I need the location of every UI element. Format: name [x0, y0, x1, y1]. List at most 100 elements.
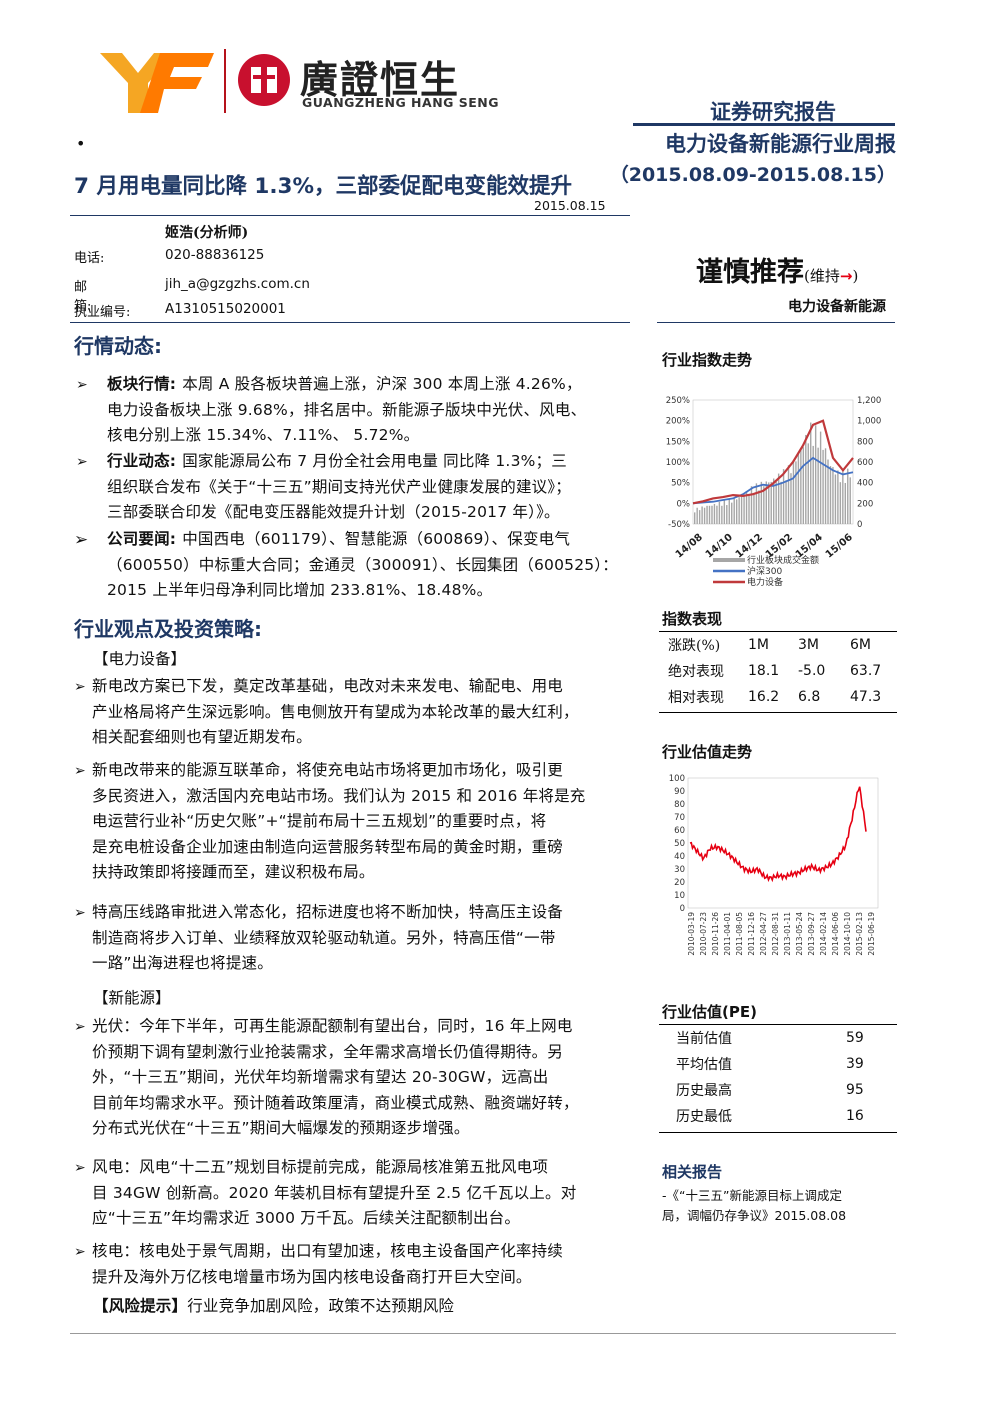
x-axis-tick-label: 2012-04-27: [759, 912, 768, 956]
turnover-bar: [753, 493, 755, 524]
analyst-rule: [70, 322, 630, 323]
turnover-bar: [829, 466, 832, 524]
x-axis-tick-label: 15/06: [824, 532, 855, 561]
table-row: 历史最低 16: [676, 1103, 896, 1129]
analyst-name: 姬浩(分析师): [165, 225, 249, 241]
power-line: 特高压线路审批进入常态化，招标进度也将不断加快，特高压主设备: [92, 903, 564, 921]
market-line: 三部委联合印发《配电变压器能效提升计划（2015-2017 年）》。: [107, 503, 560, 521]
power-line: 多民资进入，激活国内充电站市场。我们认为 2015 和 2016 年将是充: [92, 786, 586, 805]
turnover-bar: [713, 503, 716, 524]
footer-rule: [70, 1333, 896, 1334]
y-axis-tick-label: 80: [674, 800, 685, 810]
turnover-bar: [750, 486, 753, 524]
legend-label: 行业板块成交金额: [747, 554, 819, 566]
turnover-bar: [847, 468, 849, 524]
related-line: -《“十三五”新能源目标上调成定: [662, 1188, 842, 1203]
related-line: 局，调幅仍存争议》2015.08.08: [662, 1208, 847, 1223]
turnover-bar: [842, 471, 844, 524]
phone-label: 电话:: [74, 251, 105, 266]
turnover-bar: [817, 447, 819, 524]
risk-note: 【风险提示】行业竞争加剧风险，政策不达预期风险: [93, 1294, 454, 1320]
company-logo: 廣證恒生 GUANGZHENG HANG SENG: [98, 45, 518, 117]
market-item-text: 板块行情: 本周 A 股各板块普遍上涨，沪深 300 本周上涨 4.26%， 电力…: [107, 372, 586, 449]
report-title: 7 月用电量同比降 1.3%，三部委促配电变能效提升: [74, 174, 573, 199]
turnover-bar: [773, 478, 775, 524]
turnover-bar: [834, 474, 837, 524]
new-energy-line: 外，“十三五”期间，光伏年均新增需求有望达 20-30GW，远高出: [92, 1068, 549, 1086]
risk-text: 行业竞争加剧风险，政策不达预期风险: [187, 1297, 455, 1315]
turnover-bar: [733, 498, 735, 524]
table-cell: 18.1: [748, 663, 780, 679]
table-header-cell: 3M: [798, 637, 819, 653]
turnover-bar: [822, 449, 824, 524]
power-item-text: 新电改带来的能源互联革命，将使充电站市场将更加市场化，吸引更 多民资进入，激活国…: [92, 758, 586, 886]
table-cell: 当前估值: [676, 1031, 732, 1047]
phone-value: 020-88836125: [165, 247, 265, 263]
turnover-bar: [760, 481, 763, 524]
pe-title: 行业估值(PE): [662, 1003, 757, 1021]
right-axis-tick-label: 600: [857, 458, 873, 468]
x-axis-tick-label: 2010-07-23: [699, 912, 708, 956]
turnover-bar: [765, 481, 767, 524]
index-trend-title: 行业指数走势: [662, 351, 753, 369]
bullet-arrow-icon: ➢: [74, 905, 86, 921]
index-trend-chart: 250% 200% 150% 100% 50% 0% -50% 1,200 1,000 800 6…: [666, 396, 882, 588]
rating-sub-close: ): [852, 267, 859, 285]
left-axis-tick-label: 150%: [666, 437, 690, 447]
legend-label: 沪深300: [747, 565, 782, 577]
new-energy-line: 提升及海外万亿核电增量市场为国内核电设备商打开巨大空间。: [92, 1267, 532, 1286]
right-axis-tick-label: 400: [857, 479, 873, 489]
table-cell: 16.2: [748, 689, 780, 705]
market-line: 核电分别上涨 15.34%、7.11%、 5.72%。: [107, 426, 420, 444]
power-line: 电运营行业补“历史欠账”+“提前布局十三五规划”的重要时点，将: [92, 812, 547, 830]
new-energy-item-text: 光伏：今年下半年，可再生能源配额制有望出台，同时，16 年上网电 价预期下调有望…: [92, 1014, 579, 1142]
market-line: 中国西电（601179）、智慧能源（600869）、保变电气: [182, 530, 571, 548]
market-heading: 行情动态:: [74, 334, 162, 358]
turnover-bar: [738, 497, 740, 524]
table-row: 平均估值 39: [676, 1051, 896, 1077]
legend-label: 电力设备: [747, 576, 783, 588]
market-line: （600550）中标重大合同；金通灵（300091）、长园集团（600525）：: [107, 555, 619, 574]
x-axis-tick-label: 2013-01-11: [783, 912, 792, 956]
power-line: 扶持政策即将接踵而至，建议积极布局。: [92, 863, 375, 881]
power-item-text: 特高压线路审批进入常态化，招标进度也将不断加快，特高压主设备 制造商将步入订单、…: [92, 900, 563, 977]
turnover-bar: [812, 445, 814, 524]
y-axis-tick-label: 30: [674, 865, 685, 875]
x-axis-tick-label: 14/08: [674, 532, 705, 561]
turnover-bar: [703, 507, 706, 524]
turnover-bar: [763, 486, 765, 524]
x-axis-tick-label: 2013-09-27: [807, 912, 816, 956]
rating-sector: 电力设备新能源: [788, 299, 886, 315]
turnover-bar: [708, 505, 711, 524]
valuation-trend-title: 行业估值走势: [662, 743, 753, 761]
turnover-bar: [814, 425, 817, 524]
turnover-bar: [698, 510, 701, 524]
turnover-bar: [694, 512, 696, 524]
turnover-bar: [844, 482, 846, 524]
related-report-link[interactable]: -《“十三五”新能源目标上调成定 局，调幅仍存争议》2015.08.08: [662, 1186, 846, 1226]
report-series: 电力设备新能源行业周报: [665, 132, 896, 156]
turnover-bar: [696, 507, 698, 524]
report-type: 证券研究报告: [710, 100, 836, 124]
turnover-bar: [777, 473, 780, 524]
x-axis-tick-label: 2011-08-05: [735, 912, 744, 956]
rating-sub-open: (维持: [804, 267, 840, 285]
x-axis-tick-label: 2010-03-19: [687, 912, 696, 956]
turnover-bar: [790, 473, 792, 524]
power-item-text: 新电改方案已下发，奠定改革基础，电改对未来发电、输配电、用电 产业格局将产生深远…: [92, 674, 579, 751]
turnover-bar: [735, 499, 738, 524]
license-value: A1310515020001: [165, 301, 286, 317]
x-axis-tick-label: 2011-12-16: [747, 912, 756, 956]
seal-icon: [238, 54, 290, 106]
turnover-bar: [807, 443, 809, 524]
rating-block: 谨慎推荐(维持→): [696, 250, 896, 288]
table-row: 当前估值 59: [676, 1025, 896, 1051]
right-axis-tick-label: 1,000: [857, 417, 881, 427]
x-axis-tick-label: 2012-08-31: [771, 912, 780, 956]
left-axis-tick-label: 250%: [666, 396, 690, 406]
new-energy-line: 价预期下调有望刺激行业抢装需求，全年需求高增长仍值得期待。另: [92, 1042, 564, 1061]
email-value[interactable]: jih_a@gzgzhs.com.cn: [165, 276, 310, 292]
pe-series-line: [689, 786, 867, 883]
table-header-row: 涨跌(%) 1M 3M 6M: [668, 632, 896, 658]
market-line: 本周 A 股各板块普遍上涨，沪深 300 本周上涨 4.26%，: [182, 375, 582, 393]
